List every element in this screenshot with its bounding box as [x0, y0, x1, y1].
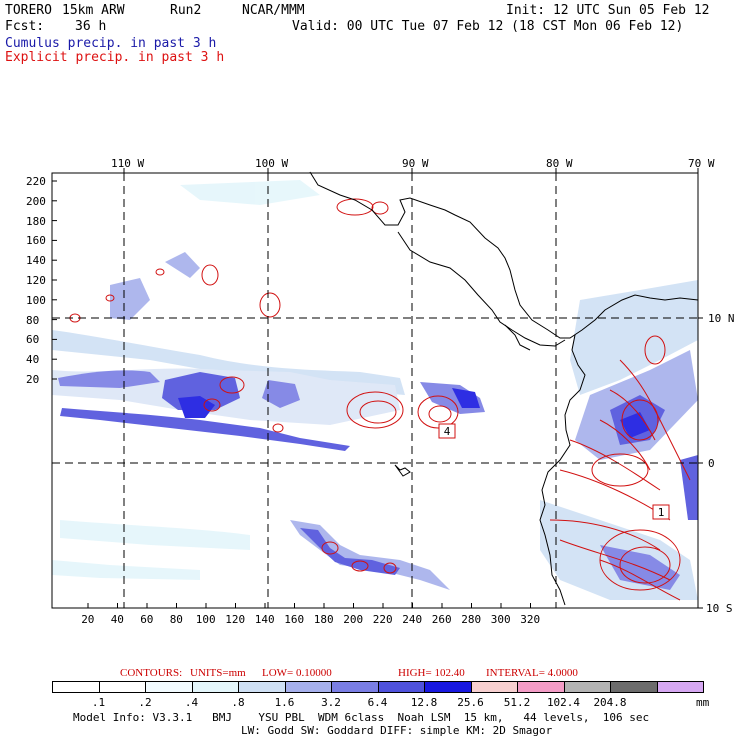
x-tick-label: 20: [81, 613, 95, 626]
x-tick-label: 140: [254, 613, 275, 626]
colorbar-label: .4: [184, 696, 199, 709]
x-tick-label: 40: [110, 613, 124, 626]
lat-label-0: 0: [708, 457, 715, 470]
contours-title: CONTOURS:: [120, 667, 183, 679]
colorbar-label: .8: [231, 696, 245, 709]
colorbar-label: 204.8: [593, 696, 627, 709]
model-info: Model Info: V3.3.1 BMJ YSU PBL WDM 6clas…: [73, 711, 650, 724]
x-tick-label: 240: [402, 613, 423, 626]
lon-label-110w: 110 W: [111, 157, 145, 170]
colorbar-swatch: [610, 681, 658, 693]
contours-units: UNITS=mm: [190, 667, 246, 679]
colorbar-swatch: [656, 681, 704, 693]
colorbar-swatch: [98, 681, 146, 693]
colorbar-swatch: [191, 681, 239, 693]
contours-low: LOW= 0.10000: [262, 667, 332, 679]
x-tick-label: 80: [169, 613, 183, 626]
y-tick-label: 200: [26, 194, 46, 208]
x-tick-label: 260: [431, 613, 452, 626]
colorbar-label: 12.8: [410, 696, 438, 709]
y-tick-label: 120: [26, 274, 46, 287]
colorbar-label: 3.2: [321, 696, 341, 709]
contour-label-1: 1: [658, 506, 665, 519]
colorbar-swatch: [470, 681, 518, 693]
colorbar-swatch: [52, 681, 100, 693]
cumulus-precip-shading: [52, 180, 698, 600]
contour-label-4: 4: [444, 425, 451, 438]
x-tick-label: 300: [490, 613, 511, 626]
colorbar-label: 102.4: [546, 696, 581, 709]
colorbar-swatch: [563, 681, 611, 693]
colorbar-label: 51.2: [503, 696, 531, 709]
y-tick-label: 100: [26, 293, 46, 307]
x-tick-label: 100: [195, 613, 216, 626]
x-tick-label: 280: [461, 613, 482, 626]
y-tick-label: 60: [26, 333, 40, 347]
colorbar-swatch: [377, 681, 425, 693]
colorbar-unit: mm: [696, 696, 710, 709]
x-tick-label: 220: [372, 613, 393, 626]
lat-label-10n: 10 N: [708, 312, 735, 325]
colorbar-label: 6.4: [367, 696, 388, 709]
legend-explicit: Explicit precip. in past 3 h: [5, 50, 225, 65]
run-label: Run2: [170, 3, 202, 18]
colorbar-swatch: [145, 681, 193, 693]
x-tick-label: 60: [140, 613, 154, 626]
colorbar-swatch: [238, 681, 286, 693]
explicit-precip-contours: [69, 198, 691, 601]
valid-time: Valid: 00 UTC Tue 07 Feb 12 (18 CST Mon …: [292, 19, 684, 34]
graticule: [52, 173, 698, 608]
x-tick-label: 320: [520, 613, 541, 626]
colorbar-swatch: [331, 681, 379, 693]
fcst-label: Fcst:: [5, 19, 45, 34]
x-tick-label: 200: [343, 613, 364, 626]
colorbar-swatch: [424, 681, 472, 693]
y-tick-label: 180: [26, 214, 46, 228]
x-tick-label: 180: [313, 613, 334, 626]
lon-label-90w: 90 W: [402, 157, 429, 170]
contours-interval: INTERVAL= 4.0000: [486, 667, 578, 679]
model-name: TORERO: [5, 3, 52, 18]
y-tick-label: 80: [26, 313, 40, 327]
lat-label-10s: 10 S: [706, 602, 733, 615]
plot-frame: [51, 172, 699, 609]
lon-label-100w: 100 W: [255, 157, 289, 170]
contour-label-box: [652, 504, 670, 520]
y-tick-label: 40: [26, 353, 40, 367]
org-label: NCAR/MMM: [242, 3, 305, 18]
y-tick-label: 140: [26, 254, 46, 268]
y-tick-label: 20: [26, 373, 40, 386]
colorbar-label: 25.6: [457, 696, 484, 709]
model-physics: LW: Godd SW: Goddard DIFF: simple KM: 2D…: [241, 724, 553, 737]
fcst-value: 36 h: [75, 19, 107, 34]
legend-cumulus: Cumulus precip. in past 3 h: [5, 36, 217, 51]
y-tick-label: 160: [26, 234, 46, 248]
lon-label-70w: 70 W: [688, 157, 715, 170]
init-time: Init: 12 UTC Sun 05 Feb 12: [506, 3, 710, 18]
colorbar-swatch: [284, 681, 332, 693]
coastline: [309, 171, 699, 606]
colorbar-label: .2: [138, 696, 152, 709]
x-tick-label: 160: [284, 613, 305, 626]
contour-label-box: [438, 423, 456, 439]
colorbar-label: 1.6: [274, 696, 295, 709]
x-tick-label: 120: [225, 613, 246, 626]
model-resolution: 15km ARW: [62, 3, 125, 18]
colorbar-swatch: [517, 681, 565, 693]
y-tick-label: 220: [26, 175, 46, 188]
contours-high: HIGH= 102.40: [398, 667, 465, 679]
colorbar-label: .1: [91, 696, 106, 709]
lon-label-80w: 80 W: [546, 157, 573, 170]
